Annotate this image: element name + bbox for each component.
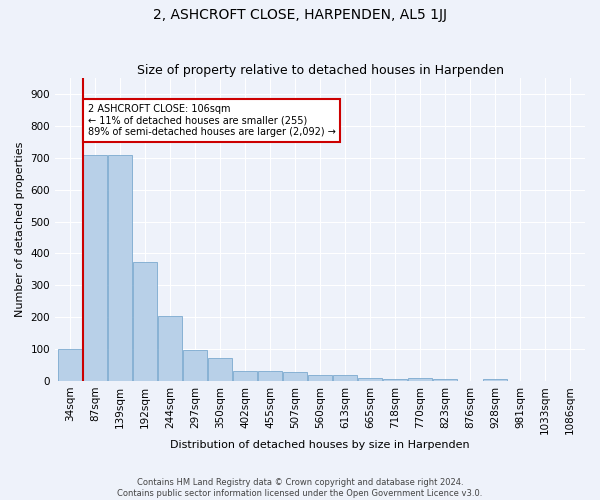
Bar xyxy=(208,358,232,381)
Bar xyxy=(358,378,382,381)
Bar xyxy=(433,378,457,381)
Title: Size of property relative to detached houses in Harpenden: Size of property relative to detached ho… xyxy=(137,64,503,77)
X-axis label: Distribution of detached houses by size in Harpenden: Distribution of detached houses by size … xyxy=(170,440,470,450)
Bar xyxy=(283,372,307,381)
Y-axis label: Number of detached properties: Number of detached properties xyxy=(15,142,25,318)
Text: Contains HM Land Registry data © Crown copyright and database right 2024.
Contai: Contains HM Land Registry data © Crown c… xyxy=(118,478,482,498)
Bar xyxy=(233,372,257,381)
Bar xyxy=(383,378,407,381)
Text: 2, ASHCROFT CLOSE, HARPENDEN, AL5 1JJ: 2, ASHCROFT CLOSE, HARPENDEN, AL5 1JJ xyxy=(153,8,447,22)
Bar xyxy=(483,378,507,381)
Bar xyxy=(258,371,282,381)
Bar xyxy=(333,374,357,381)
Bar xyxy=(108,154,132,381)
Bar xyxy=(308,374,332,381)
Text: 2 ASHCROFT CLOSE: 106sqm
← 11% of detached houses are smaller (255)
89% of semi-: 2 ASHCROFT CLOSE: 106sqm ← 11% of detach… xyxy=(88,104,335,137)
Bar xyxy=(183,350,207,381)
Bar xyxy=(408,378,432,381)
Bar xyxy=(83,154,107,381)
Bar xyxy=(58,349,82,381)
Bar xyxy=(133,262,157,381)
Bar xyxy=(158,316,182,381)
